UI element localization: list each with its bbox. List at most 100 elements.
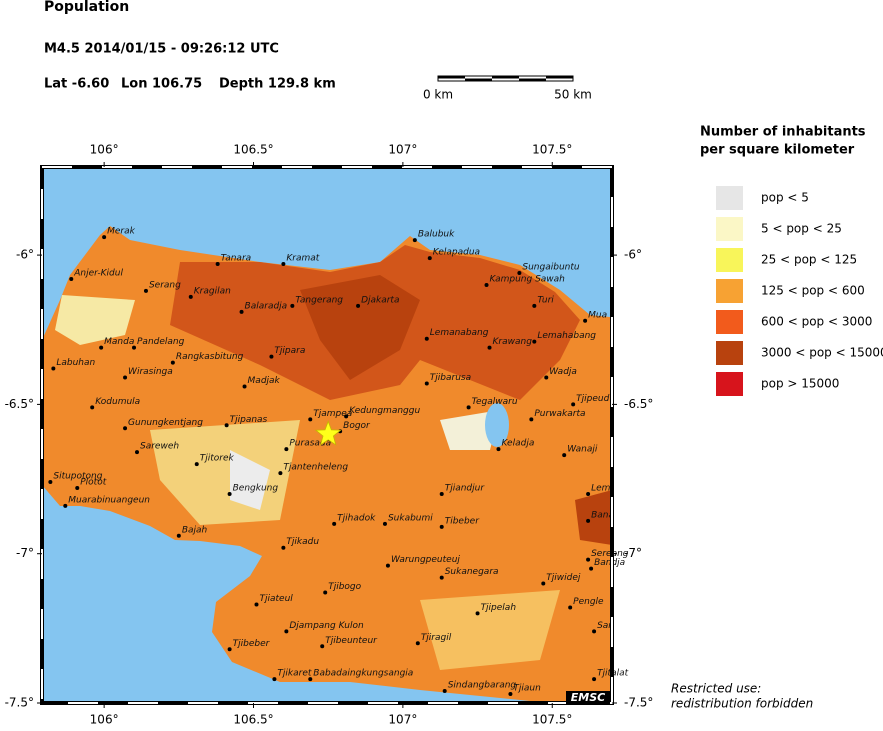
- city-label: Kedungmanggu: [349, 406, 420, 416]
- city-label: Bogor: [343, 421, 371, 431]
- city-dot: [69, 276, 74, 281]
- city-dot: [517, 271, 522, 276]
- x-tick-label: 106.5°: [233, 713, 273, 727]
- y-tick-label: -7.5°: [5, 696, 34, 710]
- note: Restricted use:: [671, 682, 761, 696]
- city-label: Tjikaret: [277, 669, 311, 679]
- map-frame: [40, 165, 614, 705]
- city-label: Serang: [149, 280, 181, 290]
- city-dot: [385, 563, 390, 568]
- city-dot: [356, 303, 361, 308]
- city-dot: [281, 545, 286, 550]
- y-tick-label: -6°: [624, 248, 642, 262]
- city-dot: [439, 575, 444, 580]
- city-label: Sereang: [591, 549, 629, 559]
- city-label: Tibeber: [445, 516, 480, 526]
- city-dot: [532, 339, 537, 344]
- city-label: Pengle: [573, 597, 604, 607]
- city-dot: [592, 677, 597, 682]
- city-label: Bengkung: [233, 483, 279, 493]
- city-label: Keladja: [501, 439, 534, 449]
- scale-bar: [437, 75, 574, 82]
- city-dot: [475, 611, 480, 616]
- city-dot: [290, 303, 295, 308]
- event-info: M4.5 2014/01/15 - 09:26:12 UTC: [44, 42, 279, 57]
- legend-label: 25 < pop < 125: [761, 253, 857, 267]
- city-dot: [484, 282, 489, 287]
- y-tick-label: -6.5°: [624, 397, 653, 411]
- credit: EMSC: [571, 691, 605, 704]
- x-tick-label: 106.5°: [233, 143, 273, 157]
- city-dot: [586, 557, 591, 562]
- city-label: Tjipanas: [230, 415, 268, 425]
- epicenter: [314, 420, 342, 446]
- city-label: Balaradja: [245, 301, 288, 311]
- x-tick-label: 107°: [388, 713, 417, 727]
- city-label: Rangkasbitung: [176, 352, 244, 362]
- city-dot: [132, 345, 137, 350]
- legend-title: Number of inhabitants: [700, 125, 866, 140]
- city-label: Sar: [597, 621, 613, 631]
- city-dot: [532, 303, 537, 308]
- city-label: Tjipara: [274, 346, 305, 356]
- city-dot: [284, 629, 289, 634]
- city-label: Manda: [104, 337, 134, 347]
- city-dot: [284, 447, 289, 452]
- city-dot: [63, 503, 68, 508]
- city-dot: [123, 426, 128, 431]
- city-dot: [562, 453, 567, 458]
- city-dot: [586, 491, 591, 496]
- x-tick-label: 107°: [388, 143, 417, 157]
- city-dot: [281, 262, 286, 267]
- city-label: Purasada: [289, 439, 331, 449]
- x-tick-label: 107.5°: [532, 713, 572, 727]
- legend-title: per square kilometer: [700, 143, 855, 158]
- city-dot: [308, 677, 313, 682]
- city-label: Anjer-Kidul: [73, 268, 123, 278]
- y-tick-label: -7°: [16, 546, 34, 560]
- city-label: Babadaingkungsangia: [313, 669, 413, 679]
- city-label: Kragilan: [194, 286, 231, 296]
- city-label: Tjibogo: [328, 582, 361, 592]
- city-label: Lem: [591, 483, 611, 493]
- city-dot: [99, 345, 104, 350]
- city-label: Bandja: [594, 558, 625, 568]
- city-label: Tjitorek: [200, 454, 235, 464]
- city-dot: [583, 318, 588, 323]
- city-dot: [344, 414, 349, 419]
- legend-label: 600 < pop < 3000: [761, 315, 872, 329]
- city-dot: [424, 336, 429, 341]
- city-dot: [227, 491, 232, 496]
- city-dot: [51, 366, 56, 371]
- city-label: Balubuk: [418, 230, 455, 240]
- city-label: Wirasinga: [128, 367, 173, 377]
- city-label: Djakarta: [361, 295, 399, 305]
- city-label: Pandelang: [137, 337, 185, 347]
- note: redistribution forbidden: [671, 697, 813, 711]
- city-dot: [176, 533, 181, 538]
- legend-label: 3000 < pop < 15000: [761, 346, 883, 360]
- legend-label: 5 < pop < 25: [761, 222, 842, 236]
- legend-swatch: [716, 186, 743, 210]
- city-label: Tjantenheleng: [283, 463, 348, 473]
- city-dot: [123, 375, 128, 380]
- city-label: Kelapadua: [433, 248, 480, 258]
- city-label: Tjikadu: [286, 537, 319, 547]
- city-dot: [571, 402, 576, 407]
- city-label: Tjiwidej: [546, 573, 581, 583]
- city-label: Mua: [588, 310, 607, 320]
- legend-swatch: [716, 310, 743, 334]
- city-dot: [272, 677, 277, 682]
- city-label: Tjihadok: [337, 513, 376, 523]
- city-label: Muarabinuangeun: [68, 495, 150, 505]
- city-dot: [424, 381, 429, 386]
- y-tick-label: -6°: [16, 248, 34, 262]
- city-dot: [323, 590, 328, 595]
- city-label: Tjiragil: [421, 633, 452, 643]
- legend-swatch: [716, 248, 743, 272]
- city-label: Tjiandjur: [445, 483, 486, 493]
- city-dot: [568, 605, 573, 610]
- city-label: Sindangbarang: [448, 681, 517, 691]
- city-dot: [508, 692, 513, 697]
- city-label: Lemahabang: [537, 331, 596, 341]
